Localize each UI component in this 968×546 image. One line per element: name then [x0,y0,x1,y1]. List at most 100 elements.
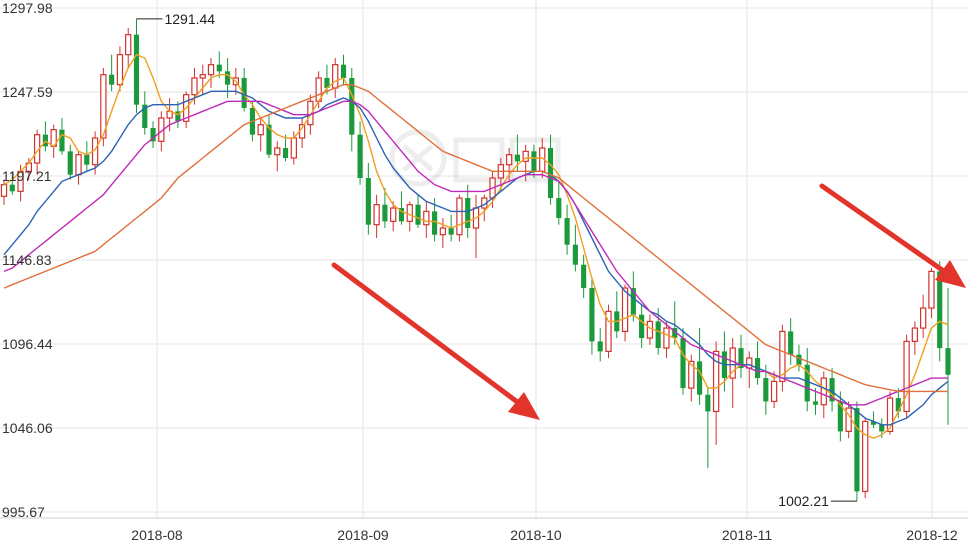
candle-body [581,264,587,289]
candle-body [639,314,645,339]
moving-average-lines [3,53,949,439]
annotations: 1291.44 1002.21 [136,11,857,509]
candle-body [9,184,15,192]
candle [928,268,935,319]
candle [423,201,430,239]
candle-body [514,154,520,162]
candle [116,46,124,92]
candle-body [697,361,703,395]
candle-body [415,204,421,225]
candle [67,144,73,180]
trend-arrow-right [819,183,966,288]
candle-body [349,77,355,135]
candle-body [241,77,247,108]
candle [59,117,65,155]
candle-body [298,124,306,139]
candle-body [672,328,678,339]
candle [282,134,289,162]
candle-body [142,104,148,129]
candle [597,328,603,362]
candle-body [332,64,339,89]
candle-body [133,34,140,105]
candle-body [357,134,363,179]
candle [133,18,140,113]
candle [621,284,629,342]
candle [150,121,156,149]
candle [547,134,554,205]
candle [199,64,206,95]
ma-line-1 [3,53,949,439]
candle [340,54,347,85]
trend-arrow-left [331,262,540,420]
candle [125,27,132,68]
candle [241,67,247,112]
candle-body [895,398,901,412]
candle-body [257,124,264,136]
candle [9,171,15,195]
candle-body [547,148,554,199]
candle-body [886,397,894,433]
candle [705,388,711,469]
candle [639,304,645,349]
candle-body [879,424,885,432]
candle-body [505,154,513,166]
annotation-low: 1002.21 [778,493,829,509]
candle [581,254,587,299]
candle [895,388,901,419]
candle [630,271,636,322]
candle-body [655,321,661,349]
candle-body [919,307,927,329]
candle-body [116,54,124,86]
candle-body [282,148,289,159]
candle-body [225,71,231,85]
x-tick-label: 2018-10 [510,527,562,543]
candle-body [862,420,869,493]
candle [763,364,769,415]
x-tick-label: 2018-12 [906,527,958,543]
candle-body [398,208,405,222]
candle-body [207,64,215,76]
ma-line-2 [3,90,949,426]
candle [911,321,919,355]
candle-body [390,207,397,222]
candle-body [382,204,388,222]
candle [274,141,281,172]
candle-body [796,354,802,365]
candle [266,114,272,159]
candle [556,181,562,225]
candle-body [67,151,73,175]
candle [837,391,843,442]
candle-body [274,147,281,156]
candle [680,328,686,395]
candle-body [621,287,629,332]
candle-body [340,64,347,78]
y-tick-label: 1096.44 [2,336,53,352]
candle [390,201,397,232]
candle-body [365,178,371,225]
candle-body [820,377,827,406]
candle-body [663,327,670,349]
candle [456,194,463,242]
x-axis: 2018-08 2018-09 2018-10 2018-11 2018-12 [131,527,958,543]
candle [945,288,951,425]
candle [439,218,447,249]
candle-body [712,350,720,413]
candle [207,57,215,88]
annotation-high: 1291.44 [164,11,215,27]
candle-body [556,198,562,219]
candle-body [125,34,132,56]
candle-body [746,357,753,369]
candle-body [531,151,537,172]
candle-body [175,111,181,122]
y-tick-label: 1297.98 [2,0,53,16]
candle [415,194,421,229]
candle [697,328,703,405]
candle-body [456,197,463,236]
candle-body [738,348,744,369]
grid-lines [0,0,968,519]
candle [738,334,744,379]
candle [257,117,264,152]
candle-body [406,204,413,222]
